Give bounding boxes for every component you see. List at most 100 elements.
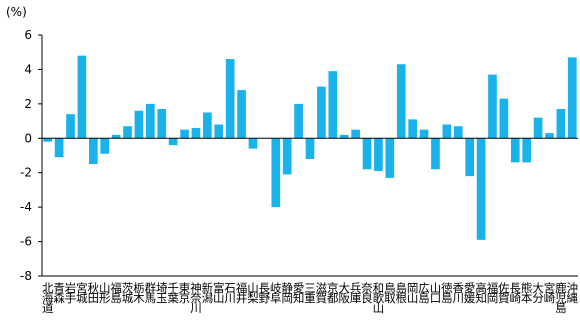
x-tick-label: 福井 (235, 281, 249, 304)
x-tick-label: 大分 (531, 281, 545, 304)
bar (556, 109, 566, 139)
bar (533, 117, 543, 139)
y-tick-label: -6 (20, 235, 32, 249)
x-tick-label: 長崎 (508, 282, 522, 303)
bar (545, 133, 554, 139)
bar (43, 138, 53, 142)
bar (111, 134, 121, 139)
x-tick-label: 大阪 (337, 281, 351, 304)
x-tick-label: 香川 (451, 282, 465, 303)
x-tick-label: 鹿児島 (554, 281, 568, 314)
x-tick-label: 山梨 (246, 282, 260, 304)
bar (77, 55, 87, 139)
x-tick-label: 青森 (52, 282, 66, 304)
x-tick-label: 新潟 (200, 281, 214, 304)
y-tick-label: -2 (20, 166, 32, 180)
x-tick-label: 静岡 (280, 281, 294, 304)
x-tick-label: 千葉 (166, 282, 180, 303)
x-tick-label: 栃木 (132, 281, 146, 304)
x-tick-label: 群馬 (143, 281, 157, 304)
bar (157, 109, 167, 139)
x-tick-label: 佐賀 (497, 281, 511, 304)
x-tick-label: 富山 (212, 281, 226, 303)
x-tick-label: 滋賀 (314, 282, 328, 304)
x-tick-label: 鳥取 (383, 281, 397, 304)
bar (88, 138, 98, 165)
bar (396, 64, 406, 139)
bar (134, 110, 144, 139)
y-tick-label: 0 (24, 131, 32, 145)
x-tick-label: 兵庫 (349, 282, 363, 304)
x-tick-label: 神奈川 (189, 281, 203, 313)
bar (317, 86, 326, 139)
y-tick-label: 4 (24, 62, 32, 76)
bar (374, 138, 383, 171)
x-tick-label: 福島 (109, 281, 123, 304)
y-tick-label: -8 (20, 269, 32, 283)
x-tick-label: 山口 (428, 282, 442, 303)
bar (453, 126, 463, 139)
x-tick-label: 山形 (98, 282, 112, 304)
bar (203, 112, 212, 139)
bar (146, 103, 155, 139)
x-tick-label: 長野 (257, 282, 271, 303)
x-tick-label: 島根 (394, 281, 408, 304)
y-axis-label: (%) (6, 5, 27, 19)
x-tick-label: 宮城 (75, 281, 89, 304)
x-tick-label: 愛知 (292, 282, 306, 304)
y-tick-label: 2 (24, 97, 32, 111)
bar (54, 138, 64, 158)
bar (465, 138, 474, 177)
bar (567, 57, 577, 139)
x-tick-label: 三重 (303, 282, 317, 303)
x-tick-label: 東京 (178, 282, 192, 304)
bar (237, 90, 246, 139)
x-tick-label: 広島 (417, 282, 431, 304)
bar (168, 138, 178, 146)
bar (100, 138, 110, 154)
x-tick-label: 秋田 (86, 281, 100, 303)
bar (282, 138, 292, 175)
x-tick-label: 京都 (326, 281, 340, 303)
bar (362, 138, 372, 170)
bar (339, 134, 349, 139)
x-tick-label: 沖縄 (565, 282, 579, 303)
x-tick-label: 石川 (223, 282, 237, 303)
bar (328, 71, 338, 139)
bar (476, 138, 486, 240)
bar (408, 119, 417, 139)
y-tick-label: 6 (24, 28, 32, 42)
x-tick-label: 熊本 (520, 281, 534, 304)
bar (123, 126, 132, 139)
bar (488, 74, 497, 139)
x-tick-label: 高知 (474, 281, 488, 304)
bar (191, 127, 201, 139)
x-tick-label: 岡山 (406, 282, 420, 303)
bar (510, 138, 520, 163)
bar (499, 98, 509, 139)
x-tick-label: 埼玉 (155, 281, 169, 303)
bar (385, 138, 395, 178)
bar (66, 114, 75, 139)
x-tick-label: 福岡 (485, 281, 499, 304)
x-tick-label: 茨城 (121, 281, 135, 304)
x-tick-label: 和歌山 (371, 282, 385, 313)
x-tick-label: 岐阜 (269, 282, 283, 304)
bar (419, 129, 429, 139)
bar (180, 129, 189, 139)
bar (431, 138, 440, 170)
x-tick-label: 徳島 (440, 281, 454, 304)
bar (305, 138, 315, 159)
x-tick-label: 奈良 (360, 281, 374, 304)
bar (522, 138, 532, 163)
x-tick-label: 岩手 (64, 281, 78, 304)
y-tick-label: -4 (20, 200, 32, 214)
bar (294, 103, 303, 139)
x-tick-label: 愛媛 (463, 282, 477, 304)
bar (248, 138, 258, 149)
x-tick-label: 宮崎 (542, 281, 556, 303)
bar (351, 129, 360, 139)
bar (442, 124, 452, 139)
bar (225, 59, 235, 139)
